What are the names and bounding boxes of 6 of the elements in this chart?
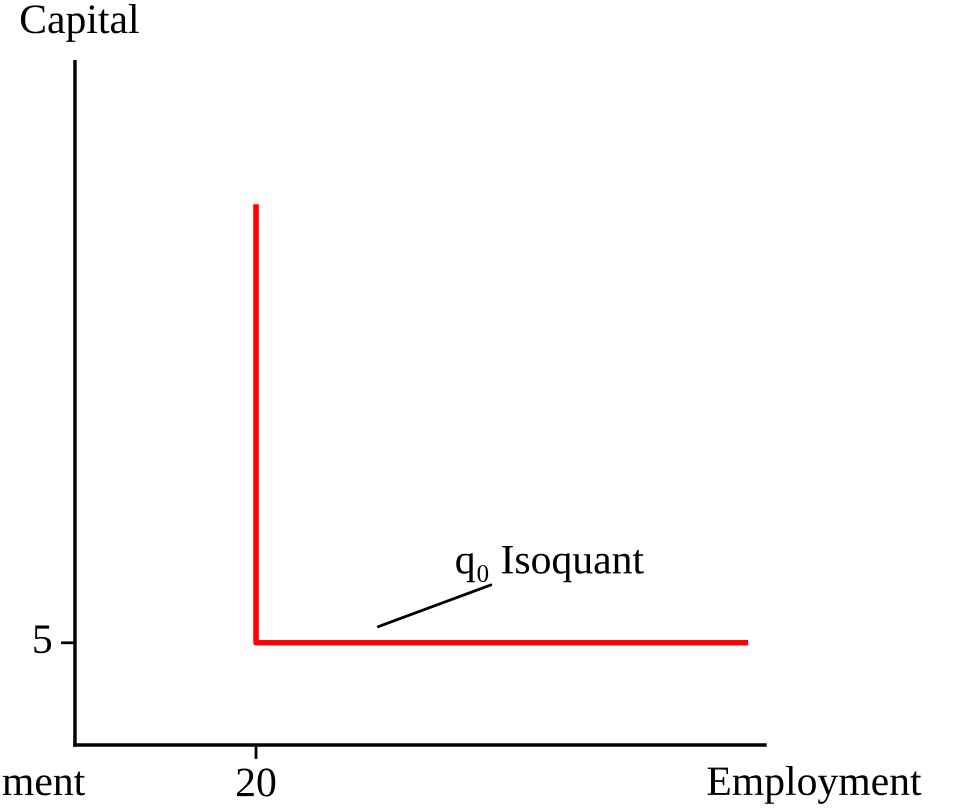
- text: 5: [34, 626, 52, 654]
- text: 20: [237, 768, 276, 797]
- y-axis-title: Capital: [20, 4, 139, 42]
- annotation: q₀ Isoquant: [456, 546, 644, 582]
- x-axis-title: Employment: [708, 766, 922, 804]
- text: ment: [2, 772, 85, 796]
